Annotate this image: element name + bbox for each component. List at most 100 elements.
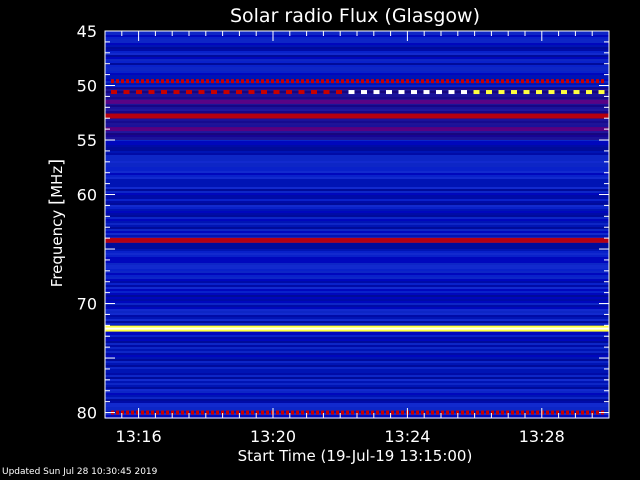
band-dot [348, 90, 355, 95]
band-dot [511, 90, 517, 95]
band-dot [336, 90, 342, 95]
band-dot [291, 79, 294, 84]
band-dot [331, 79, 334, 84]
heatmap-row [105, 65, 609, 67]
heatmap-row [105, 339, 609, 341]
heatmap-row [105, 87, 609, 89]
band-dot [131, 79, 134, 84]
band-dot [276, 79, 279, 84]
band-dot [561, 79, 564, 84]
band-dot [441, 79, 444, 84]
band-dot [376, 79, 379, 84]
band-mark [105, 113, 609, 119]
heatmap-row [105, 217, 609, 219]
heatmap-row [105, 395, 609, 397]
band-dot [546, 410, 549, 415]
heatmap-row [105, 337, 609, 339]
heatmap-row [105, 267, 609, 269]
heatmap-row [105, 401, 609, 403]
band-dot [366, 79, 369, 84]
band-dot [211, 79, 214, 84]
heatmap-row [105, 405, 609, 407]
band-dot [461, 79, 464, 84]
heatmap-row [105, 381, 609, 383]
band-dot [571, 410, 574, 415]
heatmap-row [105, 159, 609, 161]
band-dot [521, 79, 524, 84]
band-dot [248, 90, 255, 95]
band-dot [351, 79, 354, 84]
band-dot [451, 79, 454, 84]
band-dot [181, 410, 184, 415]
band-dot [298, 90, 305, 95]
band-dot [591, 79, 594, 84]
band-dot [206, 410, 209, 415]
band-dot [381, 79, 384, 84]
heatmap-row [105, 91, 609, 93]
band-dot [411, 410, 414, 415]
band-dot [581, 79, 584, 84]
band-dot [148, 90, 155, 95]
band-dot [156, 79, 159, 84]
band-dot [531, 410, 534, 415]
heatmap-row [105, 301, 609, 303]
band-dot [336, 79, 339, 84]
heatmap-row [105, 45, 609, 47]
band-dot [356, 410, 359, 415]
band-dot [171, 410, 174, 415]
heatmap-row [105, 123, 609, 125]
heatmap-row [105, 155, 609, 157]
band-dot [491, 410, 494, 415]
band-dot [116, 410, 119, 415]
heatmap-row [105, 409, 609, 411]
band-dot [386, 79, 389, 84]
heatmap-row [105, 111, 609, 113]
band-dot [151, 79, 154, 84]
band-dot [586, 79, 589, 84]
band-dot [216, 410, 219, 415]
band-dot [421, 410, 424, 415]
heatmap-row [105, 379, 609, 381]
heatmap-row [105, 331, 609, 333]
heatmap-row [105, 235, 609, 237]
heatmap-row [105, 349, 609, 351]
band-dot [381, 410, 384, 415]
heatmap-row [105, 375, 609, 377]
band-dot [331, 410, 334, 415]
band-dot [596, 79, 599, 84]
band-dot [116, 79, 119, 84]
heatmap-row [105, 215, 609, 217]
heatmap-row [105, 309, 609, 311]
band-dot [591, 410, 594, 415]
band-dot [251, 79, 254, 84]
band-dot [476, 410, 479, 415]
band-dot [196, 410, 199, 415]
band-dot [173, 90, 180, 95]
band-dot [196, 79, 199, 84]
band-dot [198, 90, 205, 95]
band-dot [126, 79, 129, 84]
heatmap-row [105, 303, 609, 305]
band-dot [121, 410, 124, 415]
heatmap-row [105, 107, 609, 109]
heatmap-row [105, 145, 609, 147]
heatmap-row [105, 319, 609, 321]
band-dot [136, 90, 142, 95]
band-dot [261, 410, 264, 415]
band-dot [201, 410, 204, 415]
heatmap-row [105, 53, 609, 55]
band-dot [546, 79, 549, 84]
band-dot [141, 410, 144, 415]
x-tick-label: 13:24 [384, 427, 430, 446]
heatmap-row [105, 193, 609, 195]
band-dot [598, 90, 605, 95]
heatmap-row [105, 271, 609, 273]
heatmap-row [105, 289, 609, 291]
band-dot [416, 79, 419, 84]
heatmap-row [105, 63, 609, 65]
heatmap-row [105, 207, 609, 209]
band-dot [361, 90, 367, 95]
band-dot [476, 79, 479, 84]
band-dot [541, 410, 544, 415]
